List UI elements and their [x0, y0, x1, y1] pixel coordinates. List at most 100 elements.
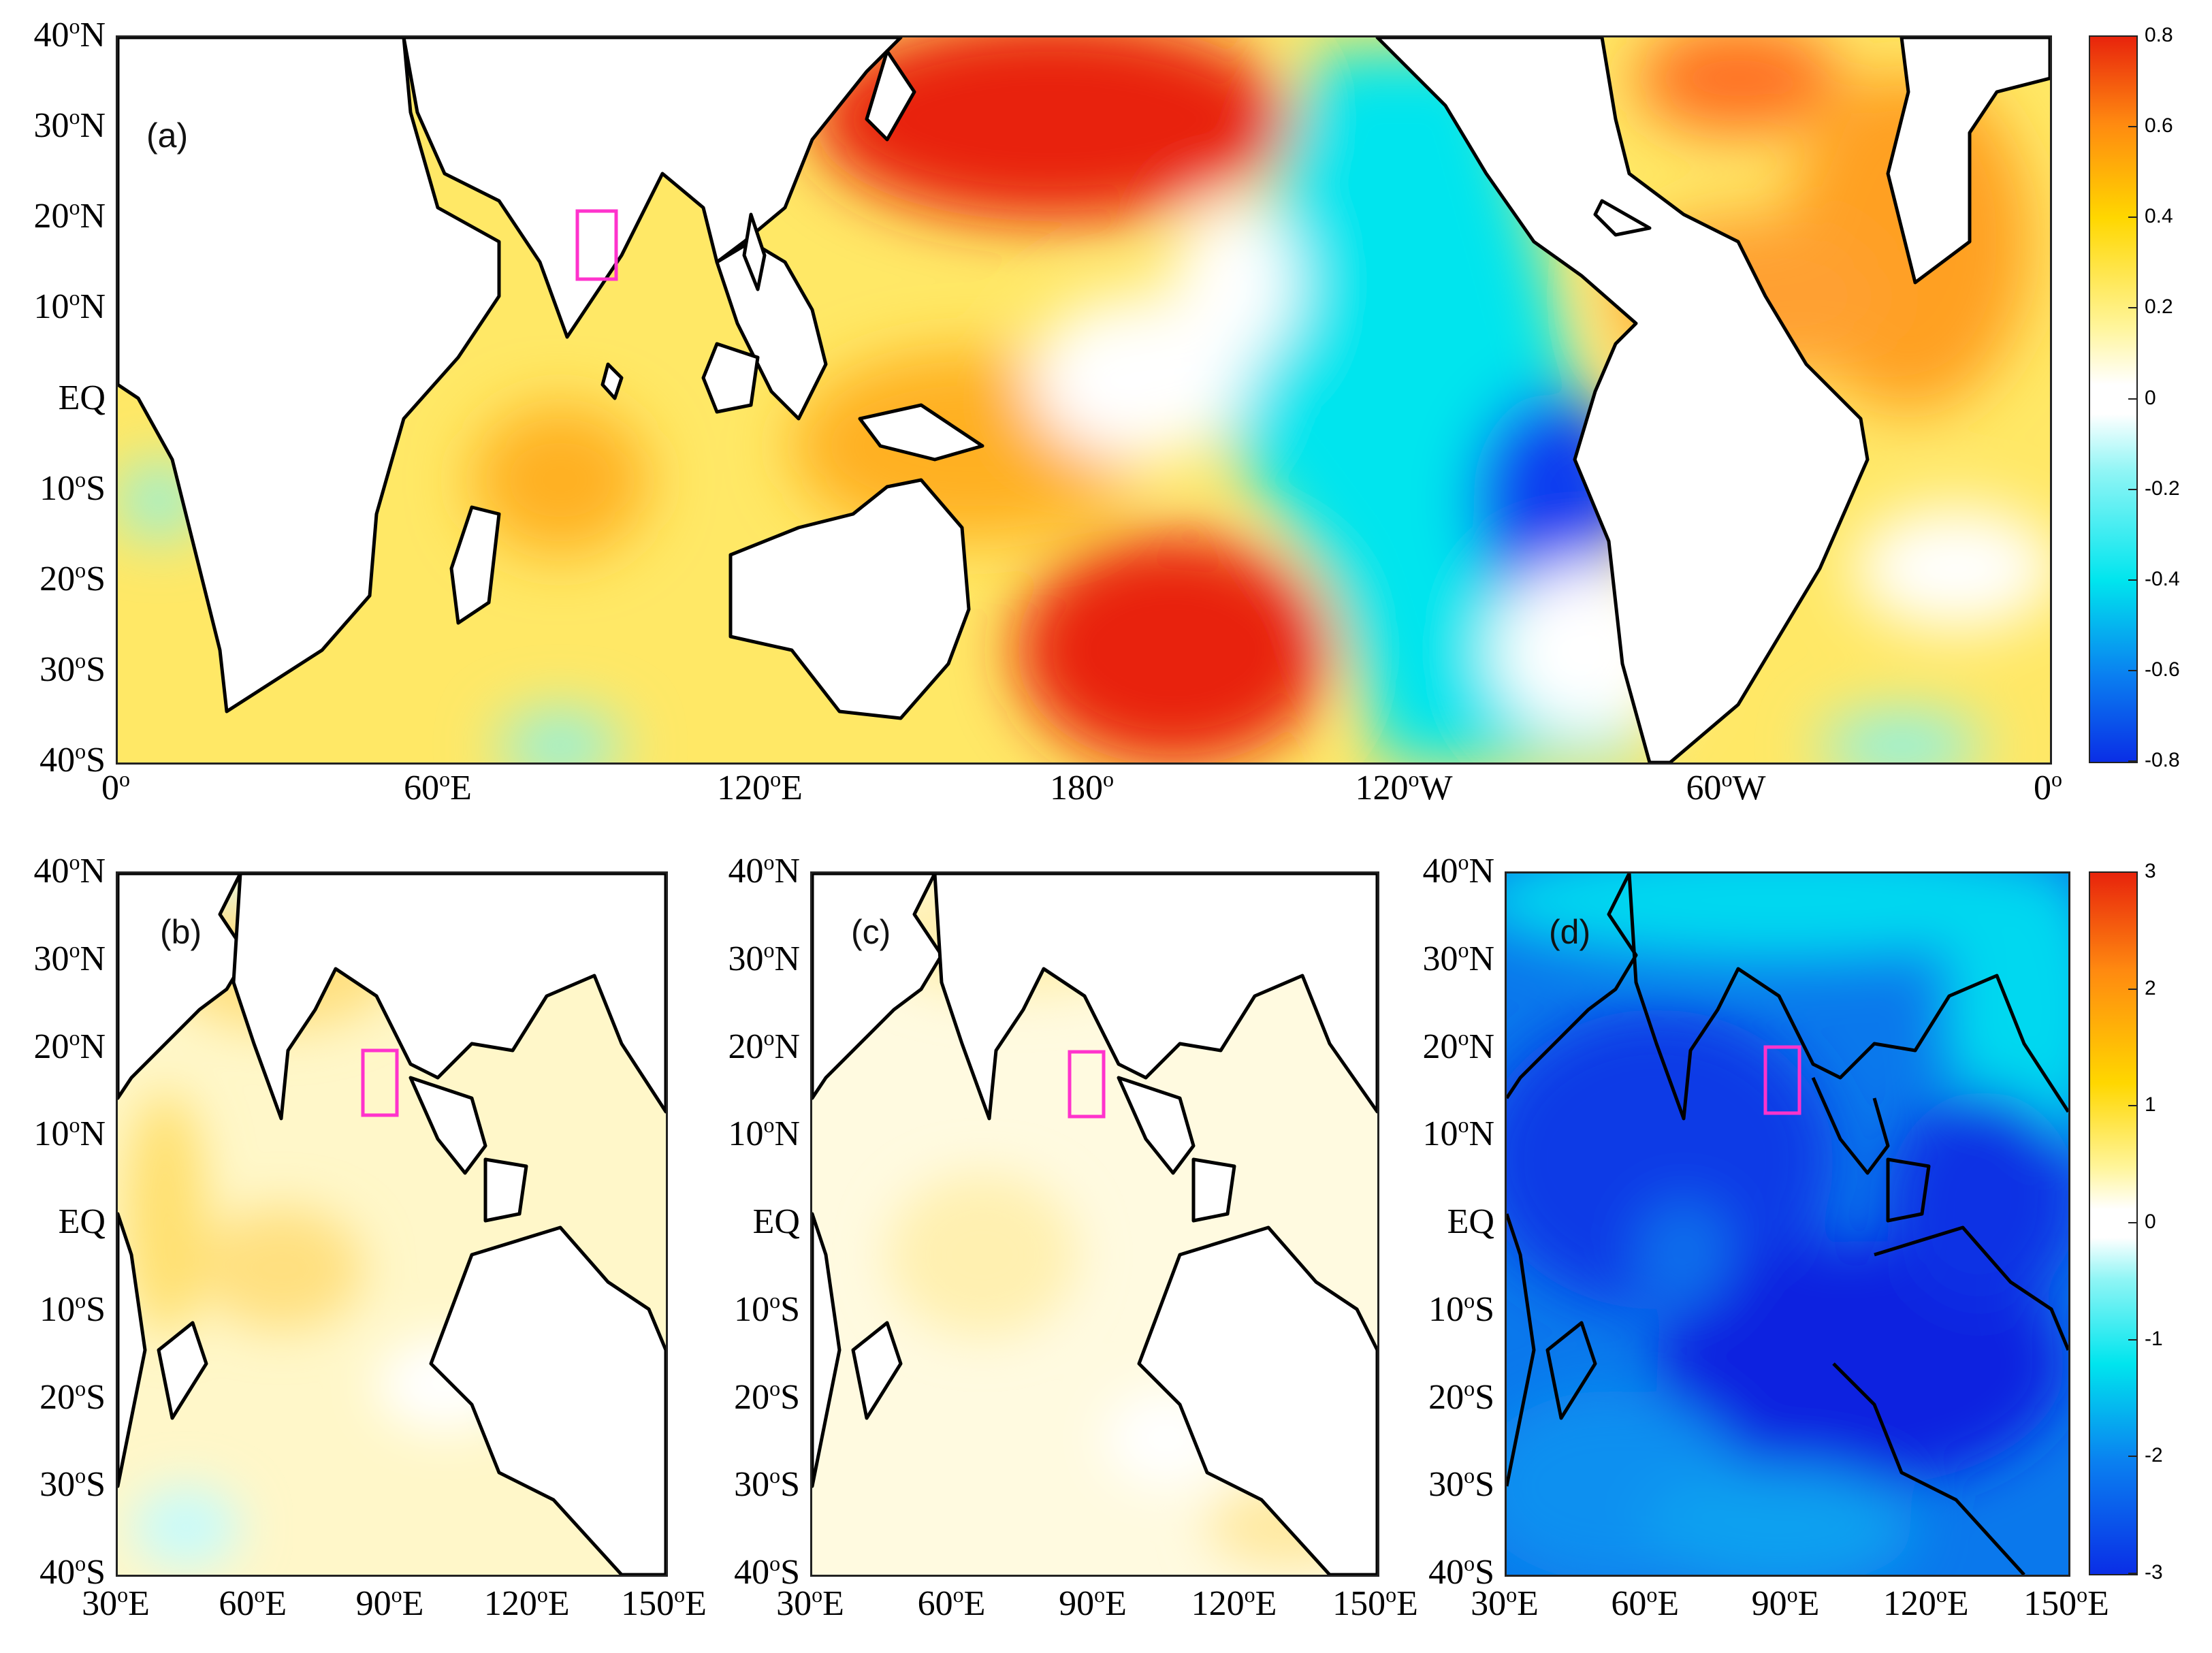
panel-a-label: (a) — [146, 116, 189, 155]
y-tick-label: 40oS — [39, 739, 106, 780]
map-a-canvas — [118, 37, 2050, 763]
y-tick-label: 30oN — [33, 937, 106, 978]
x-tick-label: 60oW — [1686, 767, 1766, 807]
y-tick-label: 20oN — [33, 195, 106, 236]
x-tick-label: 120oE — [717, 767, 803, 807]
y-tick-label: 10oN — [1422, 1112, 1494, 1154]
colorbar-tick-mark — [2128, 988, 2136, 990]
colorbar-tick-label: 0.2 — [2145, 295, 2173, 319]
colorbar-tick-mark — [2128, 216, 2136, 219]
landmasses-b — [118, 873, 666, 1575]
y-tick-label: EQ — [1447, 1202, 1494, 1241]
x-tick-label: 180o — [1050, 767, 1114, 807]
colorbar-top — [2089, 35, 2138, 763]
madagascar-outline — [449, 505, 501, 625]
colorbar-tick-label: -1 — [2145, 1327, 2163, 1350]
africa-outline — [118, 37, 501, 713]
landmasses-c — [812, 873, 1377, 1575]
map-c-canvas — [812, 873, 1377, 1575]
map-d-canvas — [1507, 873, 2068, 1575]
map-panel-c — [810, 871, 1379, 1577]
map-panel-a — [116, 35, 2052, 765]
colorbar-tick-mark — [2128, 871, 2136, 873]
x-tick-label: 0o — [101, 767, 130, 807]
colorbar-tick-mark — [2128, 579, 2136, 581]
colorbar-tick-label: 0.4 — [2145, 205, 2173, 228]
panel-c-label: (c) — [851, 913, 891, 951]
europe-outline — [1886, 37, 2050, 285]
landmasses-a — [118, 37, 2050, 763]
y-tick-label: 20oS — [734, 1375, 800, 1417]
y-tick-label: 10oN — [33, 285, 106, 327]
y-tick-label: 30oN — [1422, 937, 1494, 978]
y-tick-label: EQ — [58, 1202, 106, 1241]
colorbar-tick-label: 0.8 — [2145, 24, 2173, 46]
colorbar-tick-mark — [2128, 1456, 2136, 1458]
y-tick-label: 10oS — [39, 466, 106, 508]
x-tick-label: 30oE — [82, 1582, 150, 1623]
y-tick-label: 10oS — [734, 1287, 800, 1329]
colorbar-tick-label: 1 — [2145, 1093, 2156, 1117]
madagascar-outline — [157, 1321, 208, 1420]
colorbar-tick-mark — [2128, 307, 2136, 309]
x-tick-label: 60oE — [404, 767, 472, 807]
colorbar-tick-label: 0.6 — [2145, 114, 2173, 138]
colorbar-tick-mark — [2128, 1338, 2136, 1341]
x-tick-label: 30oE — [776, 1582, 844, 1623]
y-tick-label: EQ — [752, 1202, 800, 1241]
bay-of-bengal-box-d — [1763, 1045, 1801, 1115]
y-tick-label: 40oN — [33, 850, 106, 890]
africa-coast-outline — [118, 1212, 147, 1488]
y-tick-label: EQ — [58, 378, 106, 417]
japan-outline — [865, 49, 916, 142]
sri-lanka-outline — [600, 362, 624, 400]
y-tick-label: 30oS — [734, 1463, 800, 1505]
x-tick-label: 120oE — [483, 1582, 570, 1623]
map-b-canvas — [118, 873, 666, 1575]
x-tick-label: 0o — [2034, 767, 2062, 807]
bay-of-bengal-box-c — [1068, 1050, 1106, 1119]
x-tick-label: 30oE — [1471, 1582, 1539, 1623]
colorbar-tick-mark — [2128, 126, 2136, 128]
coastlines-d — [1507, 873, 2068, 1575]
y-tick-label: 10oN — [33, 1112, 106, 1154]
colorbar-tick-label: 2 — [2145, 976, 2156, 999]
borneo-outline — [701, 342, 760, 414]
y-tick-label: 20oN — [728, 1025, 800, 1066]
colorbar-tick-label: 0 — [2145, 1210, 2156, 1233]
map-panel-d — [1505, 871, 2070, 1577]
colorbar-tick-mark — [2128, 760, 2136, 762]
y-tick-label: 10oN — [728, 1112, 800, 1154]
cuba-outline — [1593, 199, 1652, 237]
colorbar-tick-label: -2 — [2145, 1444, 2163, 1467]
colorbar-tick-label: -0.4 — [2145, 567, 2180, 590]
colorbar-tick-label: -3 — [2145, 1561, 2163, 1584]
x-tick-label: 60oE — [1611, 1582, 1680, 1623]
x-tick-label: 120oE — [1882, 1582, 1969, 1623]
x-tick-label: 60oE — [219, 1582, 287, 1623]
asia-outline — [231, 873, 666, 1121]
colorbar-tick-label: -0.8 — [2145, 749, 2180, 771]
x-tick-label: 150oE — [1332, 1582, 1418, 1623]
y-tick-label: 10oS — [39, 1287, 106, 1329]
colorbar-tick-label: 3 — [2145, 860, 2156, 882]
map-panel-b — [116, 871, 668, 1577]
colorbar-tick-mark — [2128, 488, 2136, 490]
y-tick-label: 20oN — [1422, 1025, 1494, 1066]
x-tick-label: 90oE — [355, 1582, 424, 1623]
bay-of-bengal-box-b — [361, 1048, 399, 1117]
y-tick-label: 40oS — [1428, 1551, 1494, 1592]
colorbar-tick-mark — [2128, 398, 2136, 400]
philippines-outline — [742, 212, 767, 291]
panel-b-label: (b) — [160, 913, 202, 951]
x-tick-label: 90oE — [1751, 1582, 1820, 1623]
colorbar-tick-label: -0.2 — [2145, 477, 2180, 500]
y-tick-label: 40oS — [39, 1551, 106, 1592]
colorbar-tick-mark — [2128, 1573, 2136, 1574]
y-tick-label: 40oN — [1422, 850, 1494, 890]
y-tick-label: 20oN — [33, 1025, 106, 1066]
x-tick-label: 120oW — [1355, 767, 1453, 807]
y-tick-label: 20oS — [39, 557, 106, 598]
arabia-outline — [118, 873, 249, 1100]
eurasia-outline — [402, 37, 903, 339]
